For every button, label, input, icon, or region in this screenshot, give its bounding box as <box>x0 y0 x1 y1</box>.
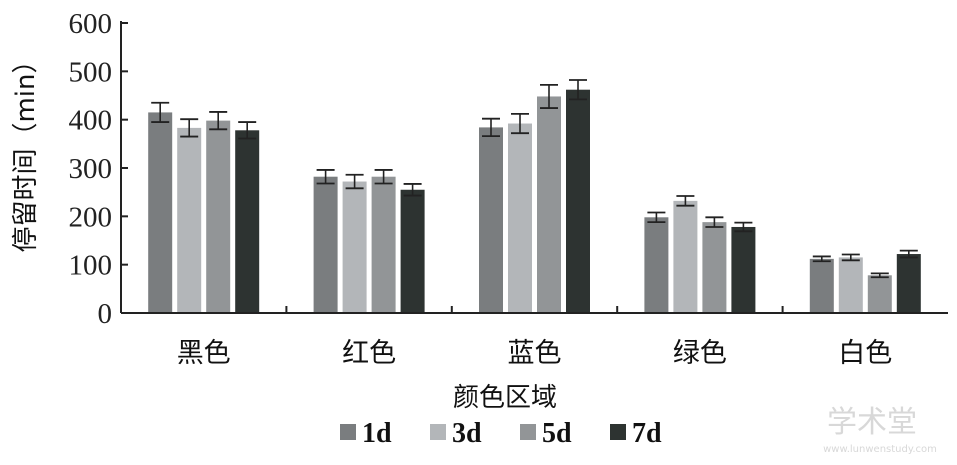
error-bar <box>899 249 918 259</box>
bar-1d <box>148 112 173 314</box>
error-bar <box>870 272 889 279</box>
error-bar <box>569 79 587 101</box>
y-tick-label: 600 <box>69 8 113 40</box>
y-tick-label: 400 <box>69 105 113 137</box>
bar-5d <box>702 222 727 313</box>
category-labels: 黑色 红色 蓝色 绿色 白色 <box>177 338 893 369</box>
legend: 1d 3d 5d 7d <box>340 418 662 449</box>
error-bar <box>511 112 529 135</box>
error-bar <box>647 211 666 224</box>
error-bar <box>482 117 500 138</box>
y-tick-label: 300 <box>69 153 113 185</box>
watermark-url: www.lunwenstudy.com <box>823 444 937 455</box>
x-axis-title: 颜色区域 <box>453 383 557 413</box>
x-category-label: 蓝色 <box>508 338 562 369</box>
error-bar <box>841 253 860 262</box>
bar-1d <box>479 127 503 314</box>
legend-label: 7d <box>632 418 662 449</box>
x-category-label: 黑色 <box>177 338 231 369</box>
y-axis-ticks: 0 100 200 300 400 500 600 <box>69 8 128 330</box>
error-bar <box>151 101 170 123</box>
x-category-label: 白色 <box>838 338 892 369</box>
legend-label: 1d <box>362 418 392 449</box>
bar-1d <box>809 258 834 313</box>
y-tick-label: 0 <box>98 298 113 330</box>
legend-swatch-1d <box>340 424 356 440</box>
bar-5d <box>537 96 561 313</box>
watermark: 学术堂 www.lunwenstudy.com <box>823 405 937 455</box>
legend-swatch-7d <box>610 424 626 440</box>
error-bar <box>540 83 558 109</box>
bars <box>148 79 921 314</box>
error-bar <box>676 195 695 207</box>
error-bar <box>238 121 257 140</box>
error-bar <box>812 255 831 263</box>
legend-swatch-3d <box>430 424 446 440</box>
y-axis-title: 停留时间（min） <box>11 47 41 252</box>
legend-swatch-5d <box>520 424 536 440</box>
error-bar <box>403 183 422 197</box>
axes <box>120 21 948 314</box>
bar-7d <box>896 254 921 313</box>
y-tick-label: 100 <box>69 250 113 282</box>
bar-3d <box>673 200 698 313</box>
error-bar <box>316 169 335 185</box>
x-category-label: 绿色 <box>673 338 727 369</box>
bar-3d <box>838 257 863 313</box>
error-bar <box>734 221 753 233</box>
error-bar <box>705 216 724 228</box>
bar-5d <box>206 120 231 313</box>
error-bar <box>345 173 364 190</box>
watermark-title: 学术堂 <box>827 405 917 440</box>
error-bar <box>374 169 393 185</box>
error-bar <box>180 118 199 138</box>
legend-label: 3d <box>452 418 482 449</box>
x-category-label: 红色 <box>342 338 396 369</box>
bar-1d <box>313 176 338 313</box>
y-tick-label: 200 <box>69 201 113 233</box>
bar-5d <box>867 275 892 313</box>
bar-7d <box>400 189 425 313</box>
bar-7d <box>566 89 590 313</box>
bar-3d <box>177 127 202 313</box>
legend-label: 5d <box>542 418 572 449</box>
bar-1d <box>644 217 669 313</box>
bar-5d <box>371 176 396 313</box>
bar-3d <box>508 123 532 314</box>
bar-7d <box>235 130 260 313</box>
error-bar <box>209 111 228 131</box>
y-axis-title-text: 停留时间（min） <box>11 47 41 252</box>
bar-7d <box>731 226 756 313</box>
y-tick-label: 500 <box>69 56 113 88</box>
bar-3d <box>342 181 367 313</box>
